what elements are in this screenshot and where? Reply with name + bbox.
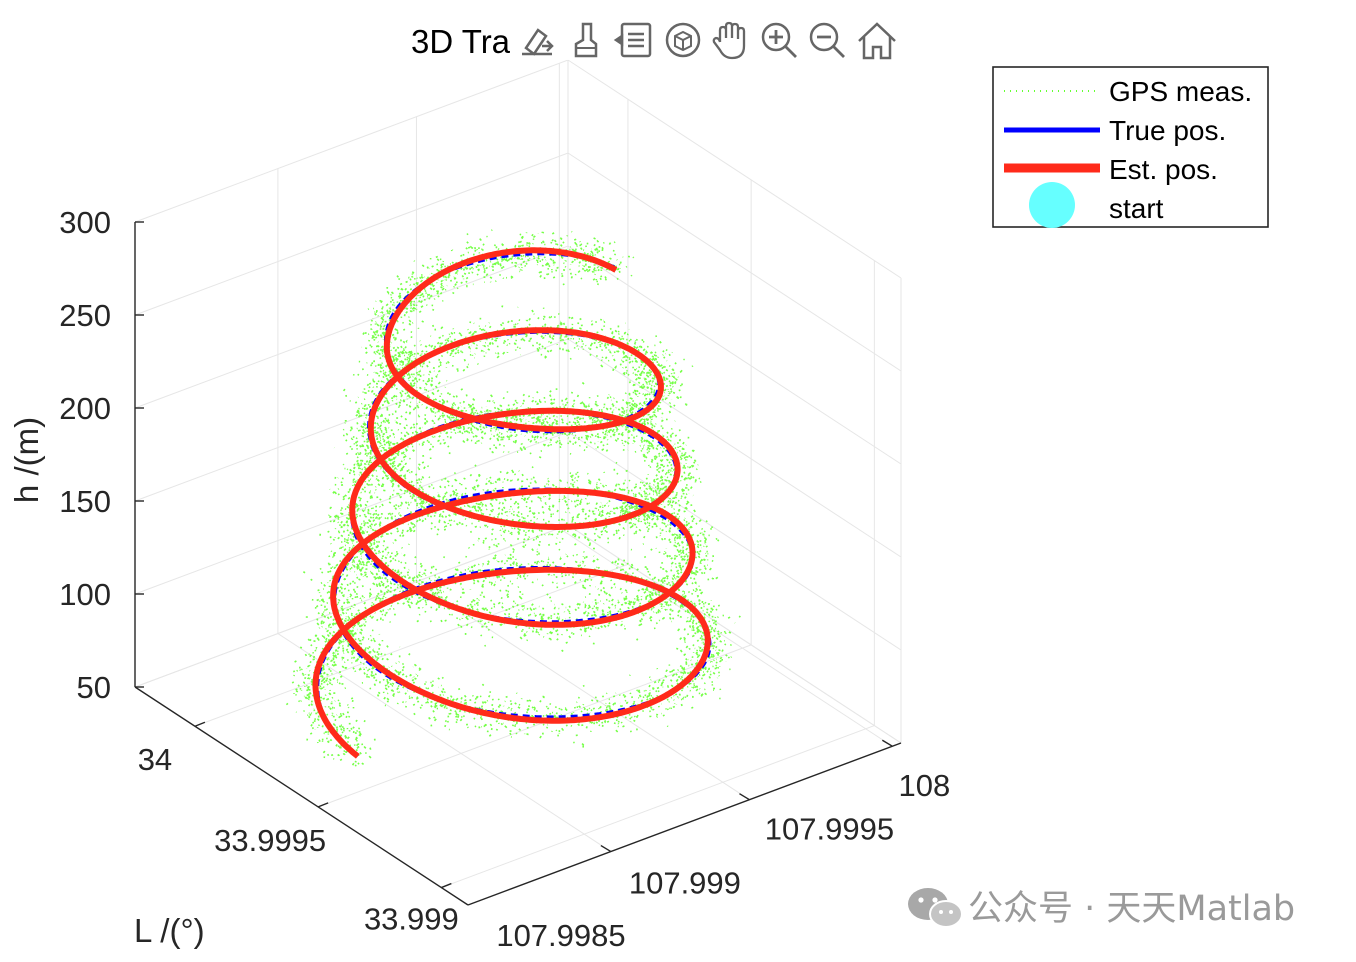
watermark: 公众号 · 天天Matlab — [908, 888, 1295, 929]
data-tips-icon[interactable] — [613, 20, 656, 60]
pan-hand-icon[interactable] — [710, 20, 752, 60]
z-tick-label: 200 — [59, 391, 111, 426]
z-tick-labels: 300 250 200 150 100 50 — [59, 205, 111, 705]
watermark-text: 公众号 · 天天Matlab — [968, 889, 1295, 929]
z-tick-label: 100 — [59, 577, 111, 612]
zoom-out-icon[interactable] — [806, 20, 848, 60]
y-tick-label: 107.9985 — [496, 918, 625, 953]
z-tick-label: 150 — [59, 484, 111, 519]
axes-toolbar — [516, 20, 898, 60]
home-icon[interactable] — [856, 20, 898, 60]
y-tick-label: 107.999 — [629, 866, 741, 901]
z-axis-label: h /(m) — [8, 417, 45, 503]
axes-lines — [134, 221, 902, 906]
x-axis-label: L /(°) — [134, 912, 205, 949]
y-tick-label: 107.9995 — [765, 812, 894, 847]
brush-icon[interactable] — [566, 20, 608, 60]
legend-label-est: Est. pos. — [1109, 154, 1218, 185]
y-tick-label: 108 — [898, 768, 950, 803]
wechat-icon — [908, 888, 963, 928]
series-est-pos — [312, 247, 711, 759]
x-tick-label: 33.9995 — [214, 823, 326, 858]
export-icon[interactable] — [516, 20, 558, 60]
x-tick-label: 34 — [138, 742, 172, 777]
legend-label-true: True pos. — [1109, 115, 1226, 146]
z-tick-label: 250 — [59, 298, 111, 333]
x-tick-label: 33.999 — [364, 902, 459, 937]
z-tick-label: 300 — [59, 205, 111, 240]
axes-grid — [134, 59, 902, 889]
z-tick-label: 50 — [77, 670, 111, 705]
chart-title: 3D Tra — [411, 23, 511, 60]
rotate-3d-icon[interactable] — [662, 20, 704, 60]
zoom-in-icon[interactable] — [758, 20, 800, 60]
legend-label-start: start — [1109, 193, 1164, 224]
legend-label-gps: GPS meas. — [1109, 76, 1252, 107]
legend: GPS meas. True pos. Est. pos. start — [992, 66, 1269, 228]
est-pos-line — [312, 247, 711, 759]
x-tick-labels: 34 33.9995 33.999 — [138, 742, 459, 936]
legend-marker-start — [1029, 182, 1075, 228]
